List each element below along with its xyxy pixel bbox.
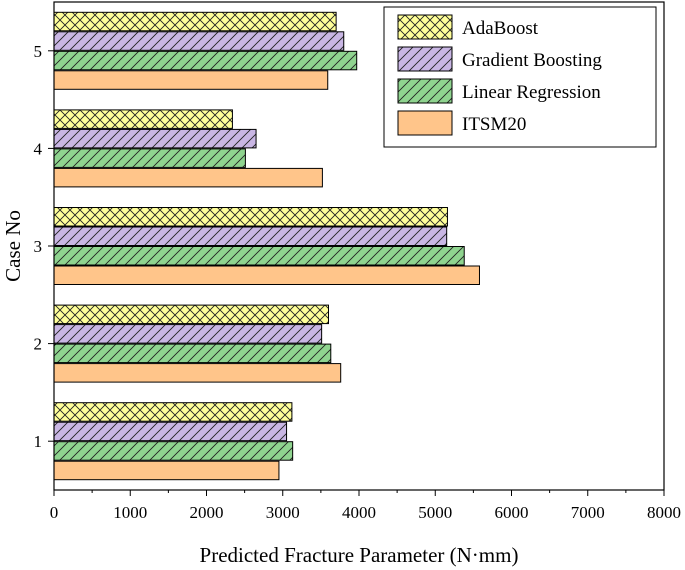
legend-label-itsm20: ITSM20: [462, 114, 526, 135]
y-tick-label: 2: [34, 335, 43, 354]
x-tick-label: 3000: [266, 503, 300, 522]
legend-swatch-outline-adaboost: [397, 14, 453, 40]
legend-swatch-hatch-gradient-boosting: [398, 47, 452, 71]
x-tick-label: 8000: [647, 503, 681, 522]
y-axis-title: Case No: [1, 210, 25, 282]
bar-hatch-linear-regression-case-5: [54, 51, 357, 70]
x-tick-label: 4000: [342, 503, 376, 522]
x-tick-label: 2000: [190, 503, 224, 522]
legend-swatch-hatch-linear-regression: [398, 79, 452, 103]
bar-hatch-adaboost-case-3: [54, 207, 448, 226]
x-tick-label: 5000: [418, 503, 452, 522]
legend: AdaBoost Gradient Boosting Linear Regressi…: [383, 6, 657, 148]
y-tick-label: 5: [34, 42, 43, 61]
legend-swatch-outline-linear-regression: [397, 78, 453, 104]
bar-itsm20-case-4: [54, 168, 323, 187]
bar-hatch-linear-regression-case-1: [54, 441, 293, 461]
y-axis: 1 2 3 4 5: [34, 42, 54, 451]
bar-hatch-linear-regression-case-2: [54, 344, 331, 363]
bar-hatch-gradient-boosting-case-4: [54, 129, 257, 148]
bar-hatch-adaboost-case-1: [54, 402, 292, 422]
legend-label-adaboost: AdaBoost: [462, 18, 539, 39]
y-tick-label: 1: [34, 432, 43, 451]
bar-hatch-linear-regression-case-4: [54, 148, 246, 168]
bar-itsm20-case-1: [54, 461, 279, 480]
legend-label-linear-regression: Linear Regression: [462, 82, 601, 103]
bars-layer: [53, 11, 480, 481]
bar-hatch-adaboost-case-5: [54, 12, 337, 31]
x-tick-label: 0: [50, 503, 59, 522]
x-axis-title: Predicted Fracture Parameter (N·mm): [200, 543, 519, 567]
bar-hatch-adaboost-case-4: [54, 109, 233, 129]
bar-hatch-gradient-boosting-case-1: [54, 422, 287, 441]
x-tick-label: 1000: [113, 503, 147, 522]
legend-swatch-outline-gradient-boosting: [397, 46, 453, 72]
x-tick-label: 7000: [571, 503, 605, 522]
bar-hatch-adaboost-case-2: [54, 305, 329, 324]
bar-itsm20-case-2: [54, 363, 341, 383]
legend-label-gradient-boosting: Gradient Boosting: [462, 50, 602, 71]
y-tick-label: 3: [34, 237, 43, 256]
bar-itsm20-case-5: [54, 70, 328, 90]
bar-hatch-gradient-boosting-case-3: [54, 227, 447, 246]
legend-swatch-outline-itsm20: [397, 110, 453, 136]
bar-hatch-gradient-boosting-case-2: [54, 324, 322, 344]
legend-swatch-itsm20: [398, 111, 452, 135]
bar-hatch-gradient-boosting-case-5: [54, 31, 344, 51]
x-axis: 0 1000 2000 3000 4000 5000 6000 7000 8000: [50, 490, 681, 522]
bar-hatch-linear-regression-case-3: [54, 246, 465, 265]
bar-itsm20-case-3: [54, 266, 480, 285]
legend-swatch-hatch-adaboost: [398, 15, 452, 39]
x-tick-label: 6000: [495, 503, 529, 522]
y-tick-label: 4: [34, 139, 43, 158]
